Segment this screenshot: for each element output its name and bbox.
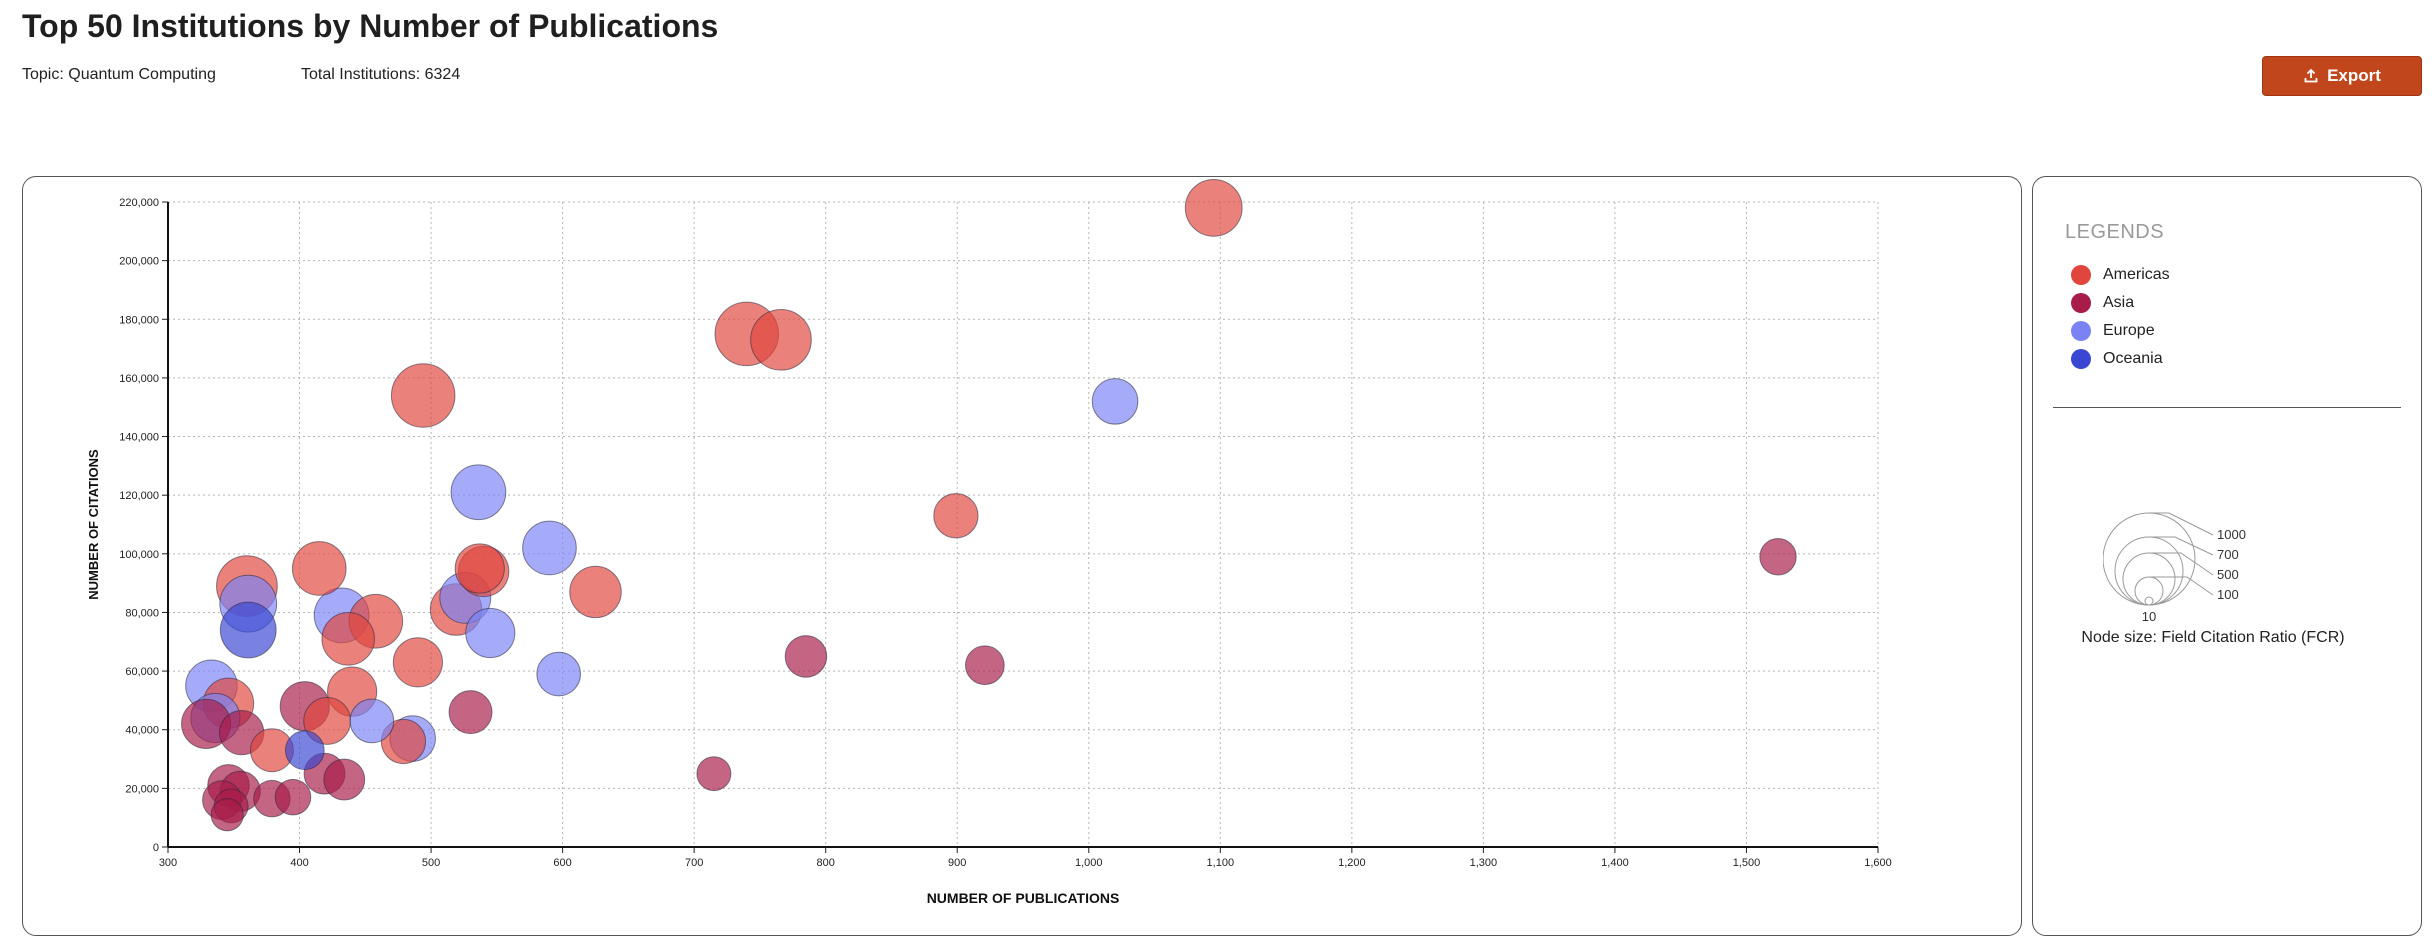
bubble-asia	[210, 798, 244, 832]
y-tick-label: 220,000	[119, 197, 159, 209]
x-tick-label: 1,200	[1338, 857, 1366, 869]
size-legend-leader	[2149, 576, 2214, 596]
page-title: Top 50 Institutions by Number of Publica…	[22, 8, 719, 44]
y-axis-title: NUMBER OF CITATIONS	[86, 449, 101, 600]
bubble-europe	[465, 607, 516, 659]
bubble-americas	[392, 637, 444, 688]
size-legend-label: 700	[2217, 547, 2239, 562]
legend-label-americas: Americas	[2103, 266, 2170, 283]
x-tick-label: 700	[685, 857, 703, 869]
bubble-asia	[323, 758, 366, 801]
bubble-asia	[965, 645, 1005, 686]
bubble-asia	[696, 756, 732, 792]
legend-item-americas[interactable]: Americas	[2071, 261, 2170, 289]
export-button-label: Export	[2327, 66, 2381, 85]
size-legend-label: 1000	[2217, 527, 2246, 542]
x-tick-label: 800	[817, 857, 835, 869]
chart-panel: 300 400 500 600 700 800 900 1,000 1,100 1,200 1,30…	[22, 176, 2022, 936]
bubble-americas	[933, 493, 979, 539]
legend-swatch-americas	[2071, 265, 2091, 285]
y-tick-label: 120,000	[119, 490, 159, 502]
legend-swatch-asia	[2071, 293, 2091, 313]
legend-panel: LEGENDS Americas Asia Europe Oceania 100…	[2032, 176, 2422, 936]
bubble-americas	[569, 565, 622, 619]
x-axis-title: NUMBER OF PUBLICATIONS	[927, 890, 1120, 906]
bubble-europe	[450, 464, 507, 521]
x-tick-label: 1,300	[1470, 857, 1498, 869]
bubble-asia	[1759, 538, 1797, 576]
bubble-asia	[784, 635, 828, 678]
size-legend-leader	[2149, 552, 2214, 576]
x-tick-label: 1,000	[1075, 857, 1103, 869]
bubble-oceania	[284, 730, 325, 771]
x-tick-label: 1,500	[1733, 857, 1761, 869]
y-tick-label: 40,000	[125, 725, 159, 737]
x-tick-label: 500	[422, 857, 440, 869]
x-tick-label: 1,600	[1864, 857, 1892, 869]
x-tick-label: 900	[948, 857, 966, 869]
size-legend-circle	[2134, 576, 2164, 606]
topic-label: Topic: Quantum Computing	[22, 66, 216, 83]
x-tick-label: 1,100	[1207, 857, 1235, 869]
legend-title: LEGENDS	[2065, 221, 2165, 243]
bubble-europe	[522, 520, 577, 576]
legend-label-europe: Europe	[2103, 322, 2155, 339]
legend-item-asia[interactable]: Asia	[2071, 289, 2170, 317]
legend-divider	[2053, 407, 2401, 408]
size-legend: 1000 700 500 100 10	[2103, 512, 2246, 624]
size-legend-label: 500	[2217, 567, 2239, 582]
x-tick-label: 1,400	[1601, 857, 1629, 869]
y-tick-label: 20,000	[125, 783, 159, 795]
bubble-americas	[1184, 178, 1243, 237]
size-legend-label: 100	[2217, 587, 2239, 602]
y-tick-label: 180,000	[119, 314, 159, 326]
export-button[interactable]: Export	[2262, 56, 2422, 96]
size-legend-label: 10	[2142, 609, 2156, 624]
legend-label-asia: Asia	[2103, 294, 2135, 311]
legend-swatch-oceania	[2071, 349, 2091, 369]
y-tick-label: 140,000	[119, 432, 159, 444]
y-tick-label: 200,000	[119, 256, 159, 268]
y-tick-label: 80,000	[125, 607, 159, 619]
y-tick-label: 0	[153, 842, 159, 854]
legend-list: Americas Asia Europe Oceania	[2071, 261, 2170, 373]
x-tick-label: 400	[290, 857, 308, 869]
bubble-americas	[291, 541, 347, 596]
bubble-americas	[380, 718, 427, 765]
bubble-americas	[390, 363, 456, 428]
upload-icon	[2304, 68, 2318, 83]
bubble-europe	[1091, 378, 1139, 425]
bubble-chart: 300 400 500 600 700 800 900 1,000 1,100 1,200 1,30…	[86, 178, 1892, 906]
x-tick-label: 600	[553, 857, 571, 869]
legend-label-oceania: Oceania	[2103, 350, 2163, 367]
size-legend-leader	[2149, 512, 2214, 536]
size-legend-caption: Node size: Field Citation Ratio (FCR)	[2081, 629, 2345, 646]
bubble-asia	[274, 778, 312, 816]
bubble-americas	[321, 612, 375, 666]
bubble-europe	[349, 698, 395, 744]
y-tick-label: 60,000	[125, 666, 159, 678]
size-legend-circle	[2114, 536, 2184, 606]
y-tick-label: 160,000	[119, 373, 159, 385]
x-tick-label: 300	[159, 857, 177, 869]
size-legend-circle	[2144, 596, 2154, 606]
size-legend-leader	[2149, 536, 2214, 556]
bubble-europe	[536, 651, 581, 697]
total-institutions-label: Total Institutions: 6324	[301, 66, 461, 83]
bubble-americas	[750, 308, 812, 371]
bubble-americas	[454, 543, 505, 594]
legend-item-europe[interactable]: Europe	[2071, 317, 2170, 345]
bubble-asia	[448, 690, 493, 735]
y-tick-label: 100,000	[119, 549, 159, 561]
bubble-oceania	[219, 601, 277, 659]
legend-item-oceania[interactable]: Oceania	[2071, 345, 2170, 373]
legend-swatch-europe	[2071, 321, 2091, 341]
